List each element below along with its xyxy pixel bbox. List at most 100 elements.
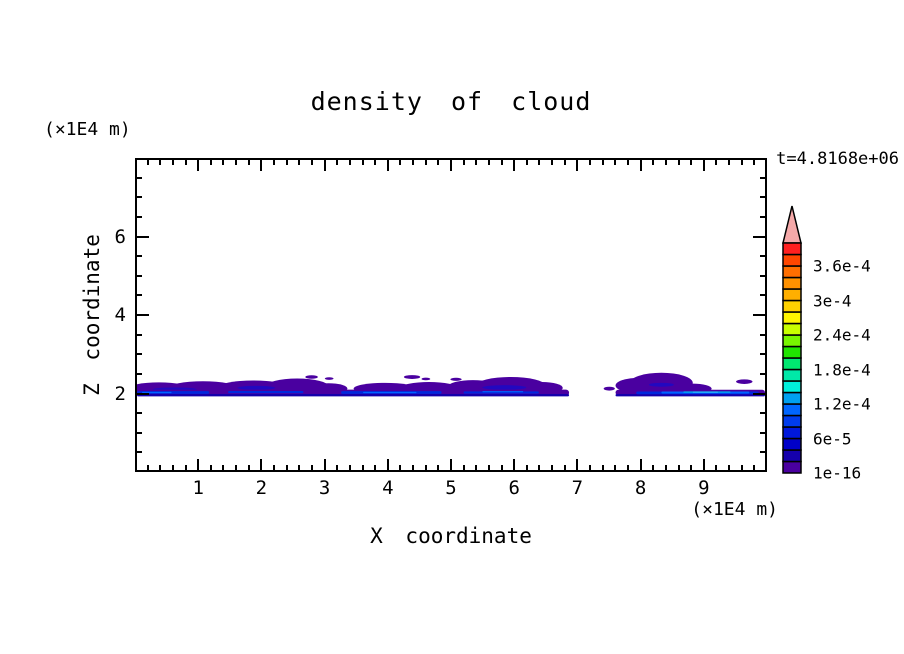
colorbar-segment	[782, 253, 802, 267]
x-minor-tick	[601, 160, 604, 165]
x-minor-tick	[437, 160, 440, 165]
colorbar-segment	[782, 242, 802, 256]
x-minor-tick	[475, 160, 478, 165]
cloud-patch	[482, 385, 527, 390]
z-minor-tick	[760, 255, 765, 258]
x-minor-tick	[235, 160, 238, 165]
timestamp-label: t=4.8168e+06	[776, 149, 899, 169]
x-minor-tick	[285, 160, 288, 165]
colorbar-segment	[782, 403, 802, 417]
x-major-tick	[576, 160, 579, 171]
colorbar-segment	[782, 437, 802, 451]
x-major-tick	[513, 160, 516, 171]
x-minor-tick	[626, 465, 629, 470]
x-minor-tick	[424, 160, 427, 165]
x-major-tick	[576, 459, 579, 470]
x-minor-tick	[146, 465, 149, 470]
cloud-streak	[142, 391, 172, 394]
cloud-speck	[403, 375, 421, 379]
x-minor-tick	[690, 465, 693, 470]
z-tick-label: 4	[114, 304, 126, 326]
x-minor-tick	[589, 160, 592, 165]
x-minor-tick	[159, 465, 162, 470]
z-minor-tick	[137, 215, 142, 218]
x-axis-unit-label: (×1E4 m)	[691, 499, 778, 520]
colorbar-segment	[782, 414, 802, 428]
z-minor-tick	[137, 372, 142, 375]
colorbar-label: 1.8e-4	[813, 360, 871, 379]
z-minor-tick	[137, 255, 142, 258]
z-minor-tick	[760, 215, 765, 218]
x-major-tick	[702, 459, 705, 470]
colorbar-segment	[782, 426, 802, 440]
cloud-patch	[237, 385, 276, 390]
z-tick-label: 2	[114, 382, 126, 405]
x-minor-tick	[209, 465, 212, 470]
x-minor-tick	[728, 160, 731, 165]
z-minor-tick	[760, 353, 765, 356]
x-minor-tick	[664, 465, 667, 470]
x-tick-label: 5	[445, 477, 457, 499]
x-minor-tick	[184, 465, 187, 470]
x-major-tick	[702, 160, 705, 171]
x-minor-tick	[487, 160, 490, 165]
z-minor-tick	[137, 294, 142, 297]
x-minor-tick	[412, 465, 415, 470]
x-minor-tick	[487, 465, 490, 470]
colorbar-label: 2.4e-4	[813, 325, 871, 345]
colorbar-label: 6e-5	[813, 429, 852, 448]
x-minor-tick	[298, 465, 301, 470]
cloud-streak	[482, 391, 524, 393]
x-minor-tick	[614, 465, 617, 470]
x-minor-tick	[348, 160, 351, 165]
x-major-tick	[260, 160, 263, 171]
x-minor-tick	[525, 465, 528, 470]
x-minor-tick	[690, 160, 693, 165]
z-minor-tick	[137, 274, 142, 277]
x-minor-tick	[399, 465, 402, 470]
cloud-streak	[692, 391, 718, 393]
z-minor-tick	[137, 176, 142, 179]
x-minor-tick	[273, 160, 276, 165]
x-minor-tick	[310, 160, 313, 165]
x-major-tick	[323, 160, 326, 171]
cloud-speck	[421, 377, 431, 381]
colorbar-labels: 3.6e-4 3e-4 2.4e-4 1.8e-4 1.2e-4 6e-5 1e-16	[813, 0, 903, 654]
x-tick-label: 7	[571, 477, 584, 499]
colorbar-segment	[782, 460, 802, 474]
x-major-tick	[639, 160, 642, 171]
x-minor-tick	[361, 160, 364, 165]
x-minor-tick	[171, 465, 174, 470]
z-minor-tick	[137, 333, 142, 336]
colorbar-segment	[782, 288, 802, 302]
x-tick-label: 4	[382, 477, 394, 499]
z-major-tick	[137, 314, 149, 316]
cloud-speck	[450, 377, 462, 381]
x-major-tick	[386, 160, 389, 171]
x-minor-tick	[310, 465, 313, 470]
z-axis-label: Z coordinate	[80, 234, 104, 396]
x-minor-tick	[184, 160, 187, 165]
x-minor-tick	[247, 465, 250, 470]
z-minor-tick	[137, 431, 142, 434]
colorbar-segment	[782, 357, 802, 371]
z-minor-tick	[760, 196, 765, 199]
x-minor-tick	[462, 160, 465, 165]
colorbar-label: 3e-4	[813, 291, 852, 310]
cloud-streak	[363, 391, 417, 394]
x-minor-tick	[601, 465, 604, 470]
cloud-streak	[137, 394, 570, 397]
x-minor-tick	[336, 160, 339, 165]
x-major-tick	[260, 459, 263, 470]
x-minor-tick	[361, 465, 364, 470]
x-minor-tick	[728, 465, 731, 470]
x-minor-tick	[753, 160, 756, 165]
cloud-contour-layer	[137, 372, 765, 397]
colorbar-segment	[782, 334, 802, 348]
x-tick-label: 8	[634, 477, 647, 499]
x-minor-tick	[146, 160, 149, 165]
colorbar-segment	[782, 322, 802, 336]
x-minor-tick	[374, 160, 377, 165]
z-minor-tick	[760, 431, 765, 434]
z-tick-label: 6	[114, 225, 126, 248]
